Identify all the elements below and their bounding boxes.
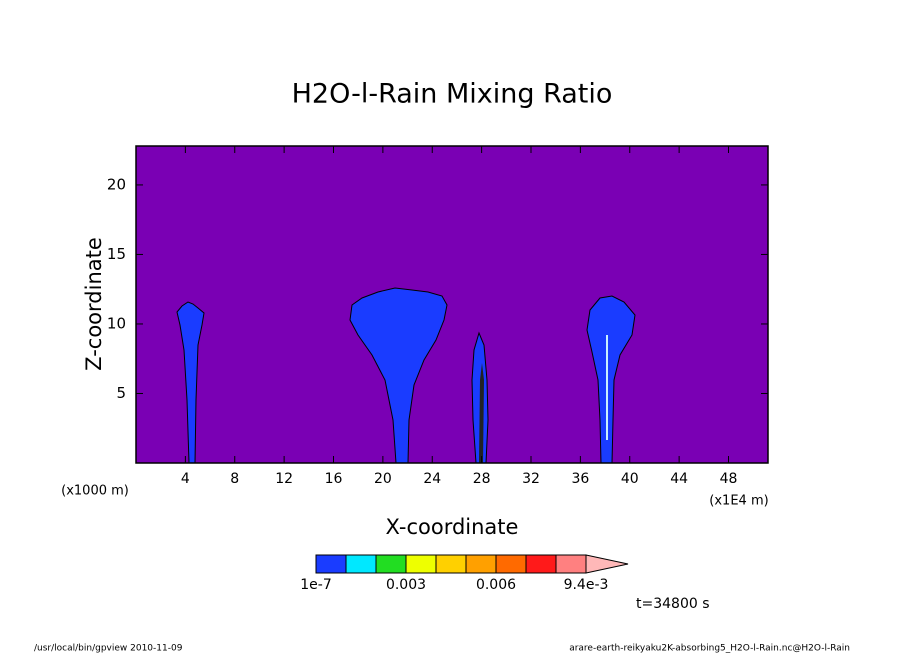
x-unit-label: (x1E4 m) [709,494,768,509]
plume-core [479,363,484,463]
x-axis-label: X-coordinate [386,515,519,539]
x-tick-label: 36 [571,471,589,487]
x-tick-label: 48 [720,471,738,487]
x-tick-label: 16 [325,471,343,487]
colorbar-label: 0.003 [386,577,426,593]
colorbar-cell [405,554,437,574]
y-axis-label: Z-coordinate [82,237,106,371]
x-tick-label: 28 [473,471,491,487]
colorbar-cell [555,554,587,574]
plume [176,301,205,464]
y-tick-label: 15 [107,245,126,263]
colorbar-cell [495,554,527,574]
plot-frame [135,145,769,464]
footer: /usr/local/bin/gpview 2010-11-09 [34,644,183,654]
colorbar-cell [345,554,377,574]
x-tick-label: 12 [275,471,293,487]
colorbar-label: 0.006 [476,577,516,593]
colorbar-label: 1e-7 [300,577,331,593]
plume [349,287,448,464]
x-tick-label: 40 [621,471,639,487]
time-label: t=34800 s [636,596,710,612]
colorbar-cell [315,554,347,574]
chart-title: H2O-l-Rain Mixing Ratio [292,79,613,110]
colorbar-label: 9.4e-3 [564,577,609,593]
x-tick-label: 44 [670,471,688,487]
colorbar-extend [585,554,629,574]
plumes [176,287,636,464]
y-tick-label: 5 [116,384,126,402]
plume [586,295,636,464]
colorbar-cell [465,554,497,574]
colorbar-cell [525,554,557,574]
y-tick-label: 10 [107,314,126,332]
y-tick-label: 20 [107,175,126,193]
x-tick-label: 20 [374,471,392,487]
plot-background [136,146,768,463]
colorbar-cell [435,554,467,574]
x-tick-label: 4 [181,471,190,487]
footer: arare-earth-reikyaku2K-absorbing5_H2O-l-… [569,644,850,654]
x-tick-label: 32 [522,471,540,487]
x-tick-label: 24 [423,471,441,487]
plume-core [606,335,608,440]
x-unit-label: (x1000 m) [61,484,129,499]
colorbar-cell [375,554,407,574]
x-tick-label: 8 [230,471,239,487]
